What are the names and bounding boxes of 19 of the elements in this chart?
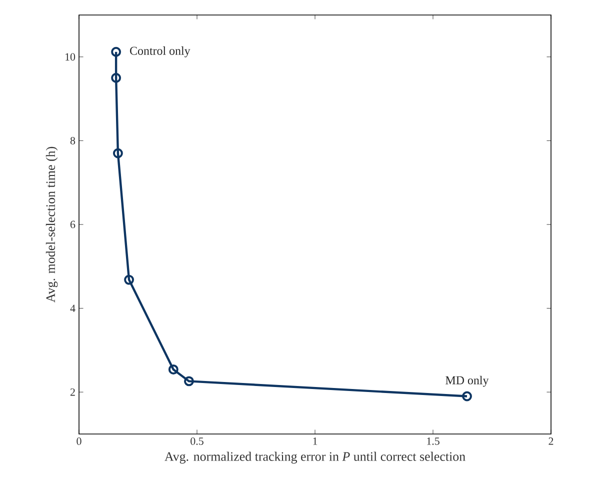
x-tick-label: 1 bbox=[313, 438, 318, 445]
x-tick-label: 0 bbox=[76, 438, 82, 445]
y-tick-label: 10 bbox=[66, 53, 76, 61]
point bbox=[168, 364, 178, 374]
point bbox=[112, 148, 123, 158]
y-tick-label: 4 bbox=[70, 304, 76, 312]
x-tick-label: 1.5 bbox=[427, 438, 440, 445]
x-tick-label: 2 bbox=[548, 438, 554, 445]
point bbox=[111, 72, 122, 83]
y-tick-label: 6 bbox=[70, 220, 76, 228]
x-axis-title: Avg. normalized tracking error in P until correct selection bbox=[164, 452, 466, 464]
y-tick-label: 2 bbox=[70, 388, 75, 396]
x-tick-label: 0.5 bbox=[190, 438, 204, 445]
point bbox=[124, 274, 134, 285]
y-axis-title: Avg. model-selection time (h) bbox=[46, 146, 58, 302]
annotation: MD only bbox=[446, 376, 489, 387]
y-tick-label: 8 bbox=[70, 136, 76, 144]
annotation: Control only bbox=[130, 46, 190, 58]
point bbox=[184, 376, 194, 386]
